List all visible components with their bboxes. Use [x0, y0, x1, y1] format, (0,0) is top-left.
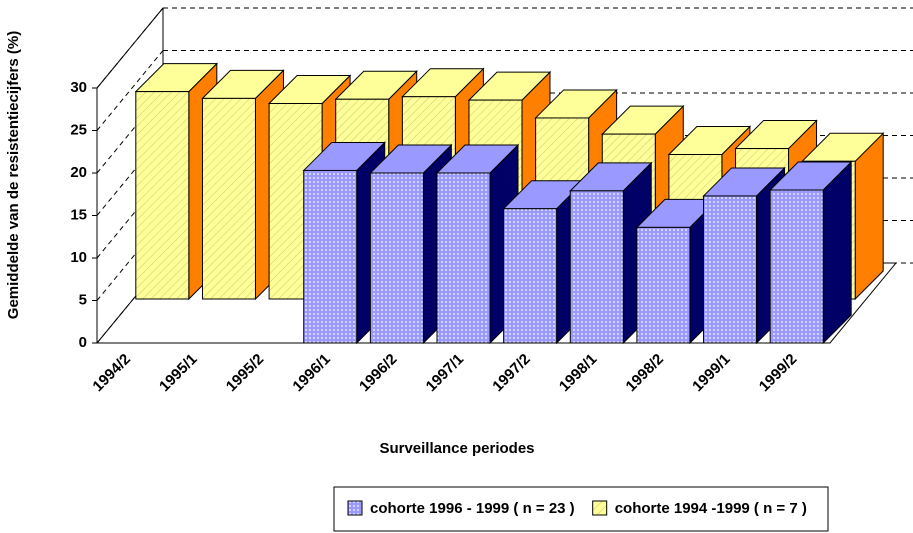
y-tick-label: 30 — [70, 79, 87, 96]
x-tick-label: 1999/1 — [689, 351, 733, 395]
bar-3d — [768, 160, 853, 345]
bar — [636, 226, 691, 344]
bar — [703, 195, 758, 344]
y-axis-label: Gemiddelde van de resistentiecijfers (%) — [5, 31, 22, 319]
bar-side — [854, 132, 884, 301]
legend-box — [333, 486, 829, 532]
y-tick-label: 20 — [70, 164, 87, 181]
y-tick-label: 10 — [70, 249, 87, 266]
bar — [201, 97, 256, 300]
bar — [135, 91, 190, 300]
bar — [369, 172, 424, 344]
x-tick-label: 1995/2 — [223, 351, 267, 395]
x-tick-label: 1998/1 — [556, 351, 600, 395]
x-tick-label: 1996/2 — [356, 351, 400, 395]
x-axis-label: Surveillance periodes — [379, 440, 534, 457]
x-tick-label: 1994/2 — [89, 351, 133, 395]
legend-swatch — [347, 500, 363, 516]
legend-label: cohorte 1994 -1999 ( n = 7 ) — [615, 500, 807, 517]
x-tick-label: 1997/2 — [489, 351, 533, 395]
y-tick-label: 0 — [79, 334, 87, 351]
x-tick-label: 1999/2 — [756, 351, 800, 395]
legend-swatch — [592, 500, 608, 516]
left-wall-edge — [96, 7, 164, 89]
x-tick-label: 1997/1 — [423, 351, 467, 395]
x-tick-label: 1998/2 — [623, 351, 667, 395]
bar — [569, 190, 624, 344]
bar — [503, 208, 558, 344]
y-tick-label: 15 — [70, 206, 87, 223]
bars — [134, 62, 885, 345]
bar — [769, 189, 824, 344]
legend-label: cohorte 1996 - 1999 ( n = 23 ) — [370, 500, 575, 517]
y-tick-label: 5 — [79, 291, 87, 308]
x-tick-label: 1996/1 — [289, 351, 333, 395]
bar — [436, 172, 491, 344]
bar-side — [822, 160, 852, 345]
y-tick-label: 25 — [70, 121, 87, 138]
bar — [303, 169, 358, 344]
x-tick-label: 1995/1 — [156, 351, 200, 395]
